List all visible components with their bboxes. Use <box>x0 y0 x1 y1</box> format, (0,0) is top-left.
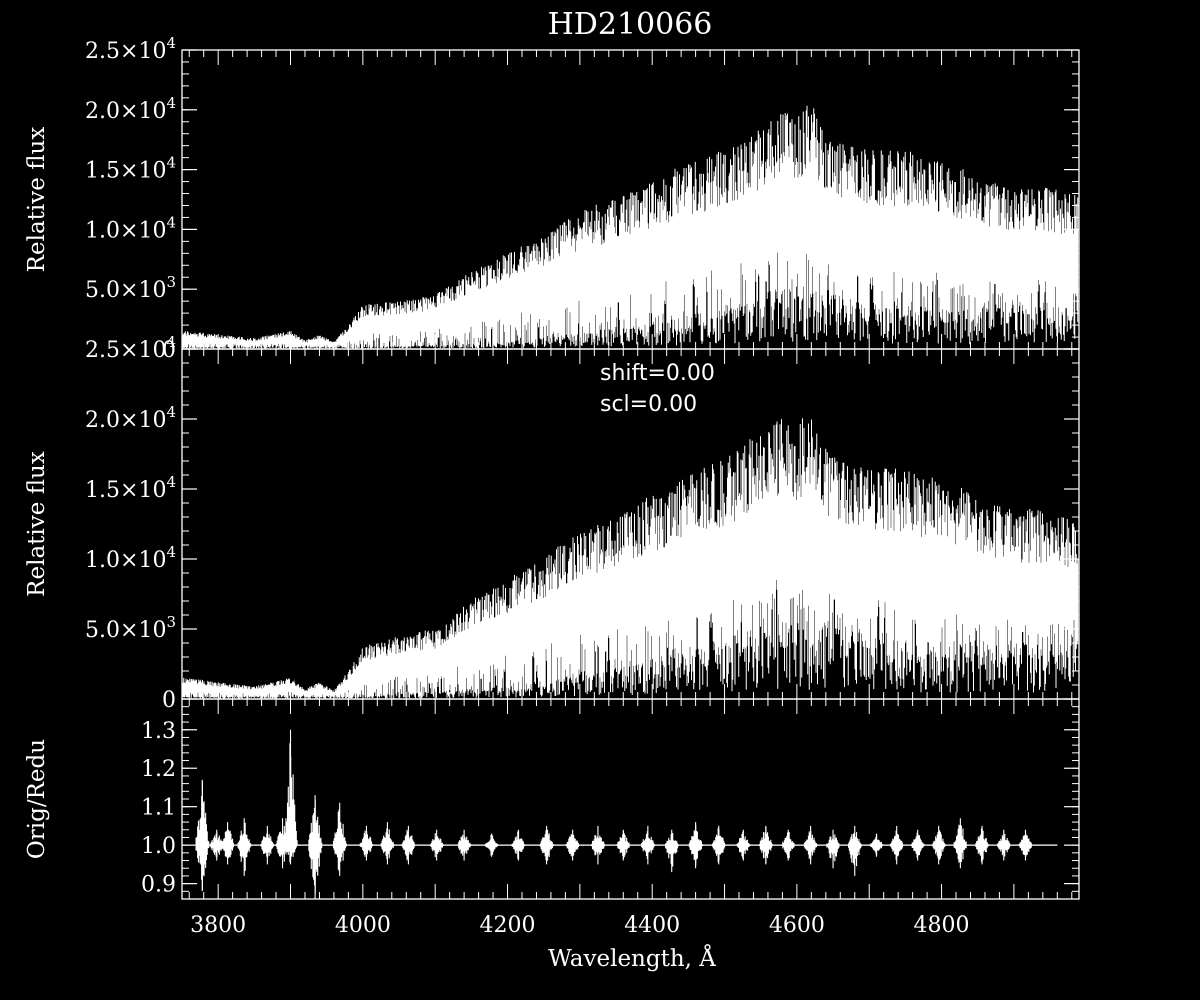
ratio-spike <box>195 779 210 892</box>
y-tick-label: 5.0×103 <box>85 613 176 643</box>
ratio-spike <box>457 829 472 861</box>
ratio-spike <box>910 829 925 861</box>
ratio-panel: 0.9 1.0 1.1 1.2 1.3 Orig/Redu <box>24 698 1080 900</box>
middle-flux-panel: 0 5.0×103 1.0×104 1.5×104 2.0×104 2.5×104 Rela… <box>24 333 1080 713</box>
chart-title: HD210066 <box>548 7 713 42</box>
y-tick-label: 1.0×104 <box>85 543 176 573</box>
y-tick-label: 2.5×104 <box>85 333 176 363</box>
ratio-spike <box>688 822 703 869</box>
y-tick-label: 1.5×104 <box>85 154 176 184</box>
y-tick-label: 0.9 <box>141 873 176 898</box>
y-tick-label: 2.0×104 <box>85 403 176 433</box>
annotation-scl: scl=0.00 <box>600 392 697 417</box>
x-axis-label: Wavelength, Å <box>548 944 716 972</box>
ratio-spike <box>429 829 444 861</box>
ratio-spike <box>712 825 726 865</box>
ratio-spike <box>616 829 631 861</box>
x-tick-label: 4200 <box>480 913 536 938</box>
x-tick-label: 4000 <box>335 913 391 938</box>
flux-series <box>182 105 1079 349</box>
ratio-spike <box>781 829 796 861</box>
ratio-spike <box>1018 829 1033 861</box>
ratio-spike <box>260 825 275 865</box>
x-tick-label: 4600 <box>769 913 825 938</box>
ratio-spike <box>931 825 946 865</box>
y-tick-label: 0 <box>162 338 176 363</box>
x-tick-label: 4400 <box>624 913 680 938</box>
y-axis-label: Relative flux <box>24 451 50 597</box>
ratio-spike <box>826 829 841 869</box>
ratio-spike <box>953 818 968 869</box>
ratio-spike <box>359 825 374 861</box>
top-flux-panel: 0 5.0×103 1.0×104 1.5×104 2.0×104 2.5×104 Rela… <box>24 34 1080 363</box>
y-tick-label: 2.5×104 <box>85 34 176 64</box>
y-tick-label: 2.0×104 <box>85 94 176 124</box>
ratio-spike <box>848 825 862 876</box>
ratio-spike <box>641 825 656 865</box>
y-axis-label: Relative flux <box>24 127 50 273</box>
ratio-spike <box>803 825 818 865</box>
annotation-shift: shift=0.00 <box>600 361 715 386</box>
ratio-spike <box>380 822 395 865</box>
ratio-spike <box>484 833 499 857</box>
ratio-spike <box>565 829 580 861</box>
ratio-spike <box>539 825 554 865</box>
x-axis: 3800 4000 4200 4400 4600 4800 <box>190 913 969 938</box>
ratio-spike <box>283 729 298 865</box>
y-tick-label: 0 <box>162 688 176 713</box>
y-tick-label: 1.1 <box>141 796 176 821</box>
y-tick-label: 1.0 <box>141 834 176 859</box>
ratio-spike <box>511 829 526 861</box>
ratio-spike <box>869 833 884 857</box>
ratio-spike <box>220 822 235 865</box>
ratio-spike <box>997 829 1011 861</box>
ratio-spike <box>332 802 347 876</box>
ratio-spike <box>664 829 679 873</box>
y-tick-label: 1.5×104 <box>85 473 176 503</box>
ratio-spike <box>591 825 606 865</box>
ratio-spike <box>759 825 773 865</box>
x-tick-label: 4800 <box>914 913 970 938</box>
x-tick-label: 3800 <box>190 913 246 938</box>
flux-series <box>182 418 1079 699</box>
y-tick-label: 1.0×104 <box>85 213 176 243</box>
y-axis-label: Orig/Redu <box>24 739 50 859</box>
ratio-spike <box>401 825 416 865</box>
ratio-spike <box>308 795 323 899</box>
ratio-spike <box>975 825 990 865</box>
ratio-spike <box>736 829 751 861</box>
ratio-spike <box>889 825 904 865</box>
ratio-spike <box>237 818 252 876</box>
y-tick-label: 5.0×103 <box>85 273 176 303</box>
y-tick-label: 1.3 <box>141 719 176 744</box>
y-tick-label: 1.2 <box>141 757 176 782</box>
